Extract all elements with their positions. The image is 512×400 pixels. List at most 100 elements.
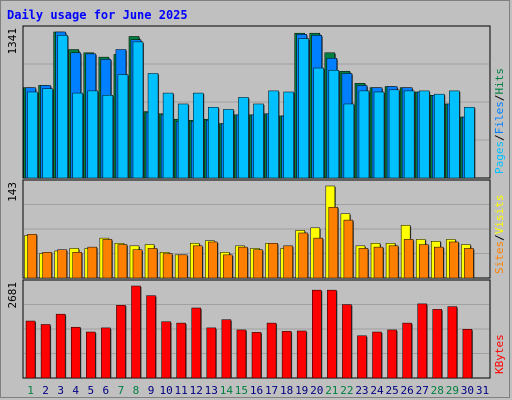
legend-top: Pages/Files/Hits	[493, 68, 506, 174]
bar-kbytes	[327, 289, 337, 379]
legend-entry: /	[493, 134, 506, 141]
bar-kbytes	[342, 304, 352, 379]
bar-pages	[208, 106, 219, 179]
x-tick-label: 29	[446, 384, 459, 397]
x-tick-label: 2	[42, 384, 49, 397]
bar-pages	[343, 103, 355, 179]
legend-entry: Pages	[493, 141, 506, 174]
x-tick-label: 23	[355, 384, 368, 397]
x-tick-label: 31	[476, 384, 489, 397]
bar-kbytes	[146, 295, 156, 379]
bar-kbytes	[266, 322, 277, 379]
legend-bottom: KBytes	[493, 334, 506, 374]
bar-pages	[298, 38, 309, 179]
bar-pages	[147, 73, 159, 179]
bar-sites	[434, 246, 444, 279]
bar-kbytes	[206, 327, 217, 379]
bar-sites	[223, 254, 233, 279]
bar-sites	[238, 246, 248, 279]
chart-title: Daily usage for June 2025	[7, 8, 188, 22]
legend-entry: KBytes	[493, 334, 506, 374]
bar-sites	[57, 249, 67, 279]
bar-pages	[313, 67, 325, 179]
x-tick-label: 12	[190, 384, 203, 397]
x-tick-label: 28	[431, 384, 444, 397]
bar-kbytes	[116, 305, 126, 379]
bar-pages	[117, 74, 129, 179]
bar-kbytes	[417, 303, 427, 379]
bar-sites	[298, 232, 308, 279]
x-tick-label: 15	[235, 384, 248, 397]
x-tick-label: 20	[310, 384, 323, 397]
x-tick-label: 16	[250, 384, 263, 397]
bar-pages	[27, 91, 38, 179]
x-tick-label: 14	[220, 384, 234, 397]
x-tick-label: 21	[325, 384, 338, 397]
x-tick-label: 4	[72, 384, 79, 397]
x-tick-label: 25	[385, 384, 398, 397]
bar-kbytes	[387, 329, 397, 379]
bar-kbytes	[25, 320, 36, 379]
bar-sites	[27, 234, 37, 279]
bar-sites	[328, 206, 339, 279]
x-tick-label: 9	[148, 384, 155, 397]
x-tick-label: 18	[280, 384, 293, 397]
bar-sites	[253, 249, 263, 279]
bar-kbytes	[176, 322, 186, 379]
bar-sites	[373, 246, 384, 279]
bar-kbytes	[296, 330, 307, 379]
bar-sites	[162, 253, 173, 279]
x-tick-label: 6	[103, 384, 110, 397]
legend-entry: Sites	[493, 241, 506, 274]
bar-sites	[208, 241, 218, 279]
bar-sites	[358, 248, 369, 279]
bar-pages	[358, 90, 370, 179]
legend-middle: Sites/Visits	[493, 195, 506, 275]
bar-pages	[42, 88, 53, 179]
bar-pages	[283, 91, 294, 179]
bar-sites	[192, 245, 203, 279]
bar-pages	[177, 103, 189, 179]
bar-sites	[343, 219, 354, 279]
legend-entry: Hits	[493, 68, 506, 95]
bar-pages	[403, 90, 415, 179]
x-tick-label: 8	[133, 384, 140, 397]
legend-entry: Visits	[493, 195, 506, 235]
bar-pages	[102, 95, 114, 179]
bar-kbytes	[221, 319, 232, 379]
legend-entry: /	[493, 234, 506, 241]
x-tick-label: 24	[370, 384, 384, 397]
bar-pages	[449, 90, 460, 179]
x-tick-label: 13	[205, 384, 218, 397]
bar-kbytes	[70, 326, 81, 379]
x-tick-label: 10	[159, 384, 172, 397]
x-tick-label: 22	[340, 384, 353, 397]
x-tick-label: 30	[461, 384, 474, 397]
legend-entry: Files	[493, 101, 506, 134]
bar-pages	[223, 109, 234, 179]
bar-kbytes	[191, 307, 201, 379]
bar-sites	[177, 254, 188, 279]
bar-sites	[464, 248, 474, 279]
bar-pages	[87, 90, 99, 179]
bar-sites	[102, 239, 113, 279]
y-max-label-bottom: 2681	[6, 282, 19, 309]
bar-pages	[57, 35, 68, 179]
bar-sites	[117, 244, 128, 279]
x-tick-label: 5	[87, 384, 94, 397]
bar-kbytes	[462, 329, 473, 379]
x-tick-label: 19	[295, 384, 308, 397]
bar-kbytes	[372, 331, 382, 379]
bar-pages	[72, 92, 83, 179]
y-max-label-top: 1341	[6, 28, 19, 55]
bar-pages	[162, 92, 174, 179]
bar-pages	[132, 41, 144, 179]
bar-sites	[449, 241, 459, 279]
y-max-label-middle: 143	[6, 182, 19, 202]
bar-kbytes	[101, 327, 111, 379]
bar-sites	[283, 245, 293, 279]
bar-kbytes	[281, 331, 292, 379]
bar-pages	[418, 90, 430, 179]
